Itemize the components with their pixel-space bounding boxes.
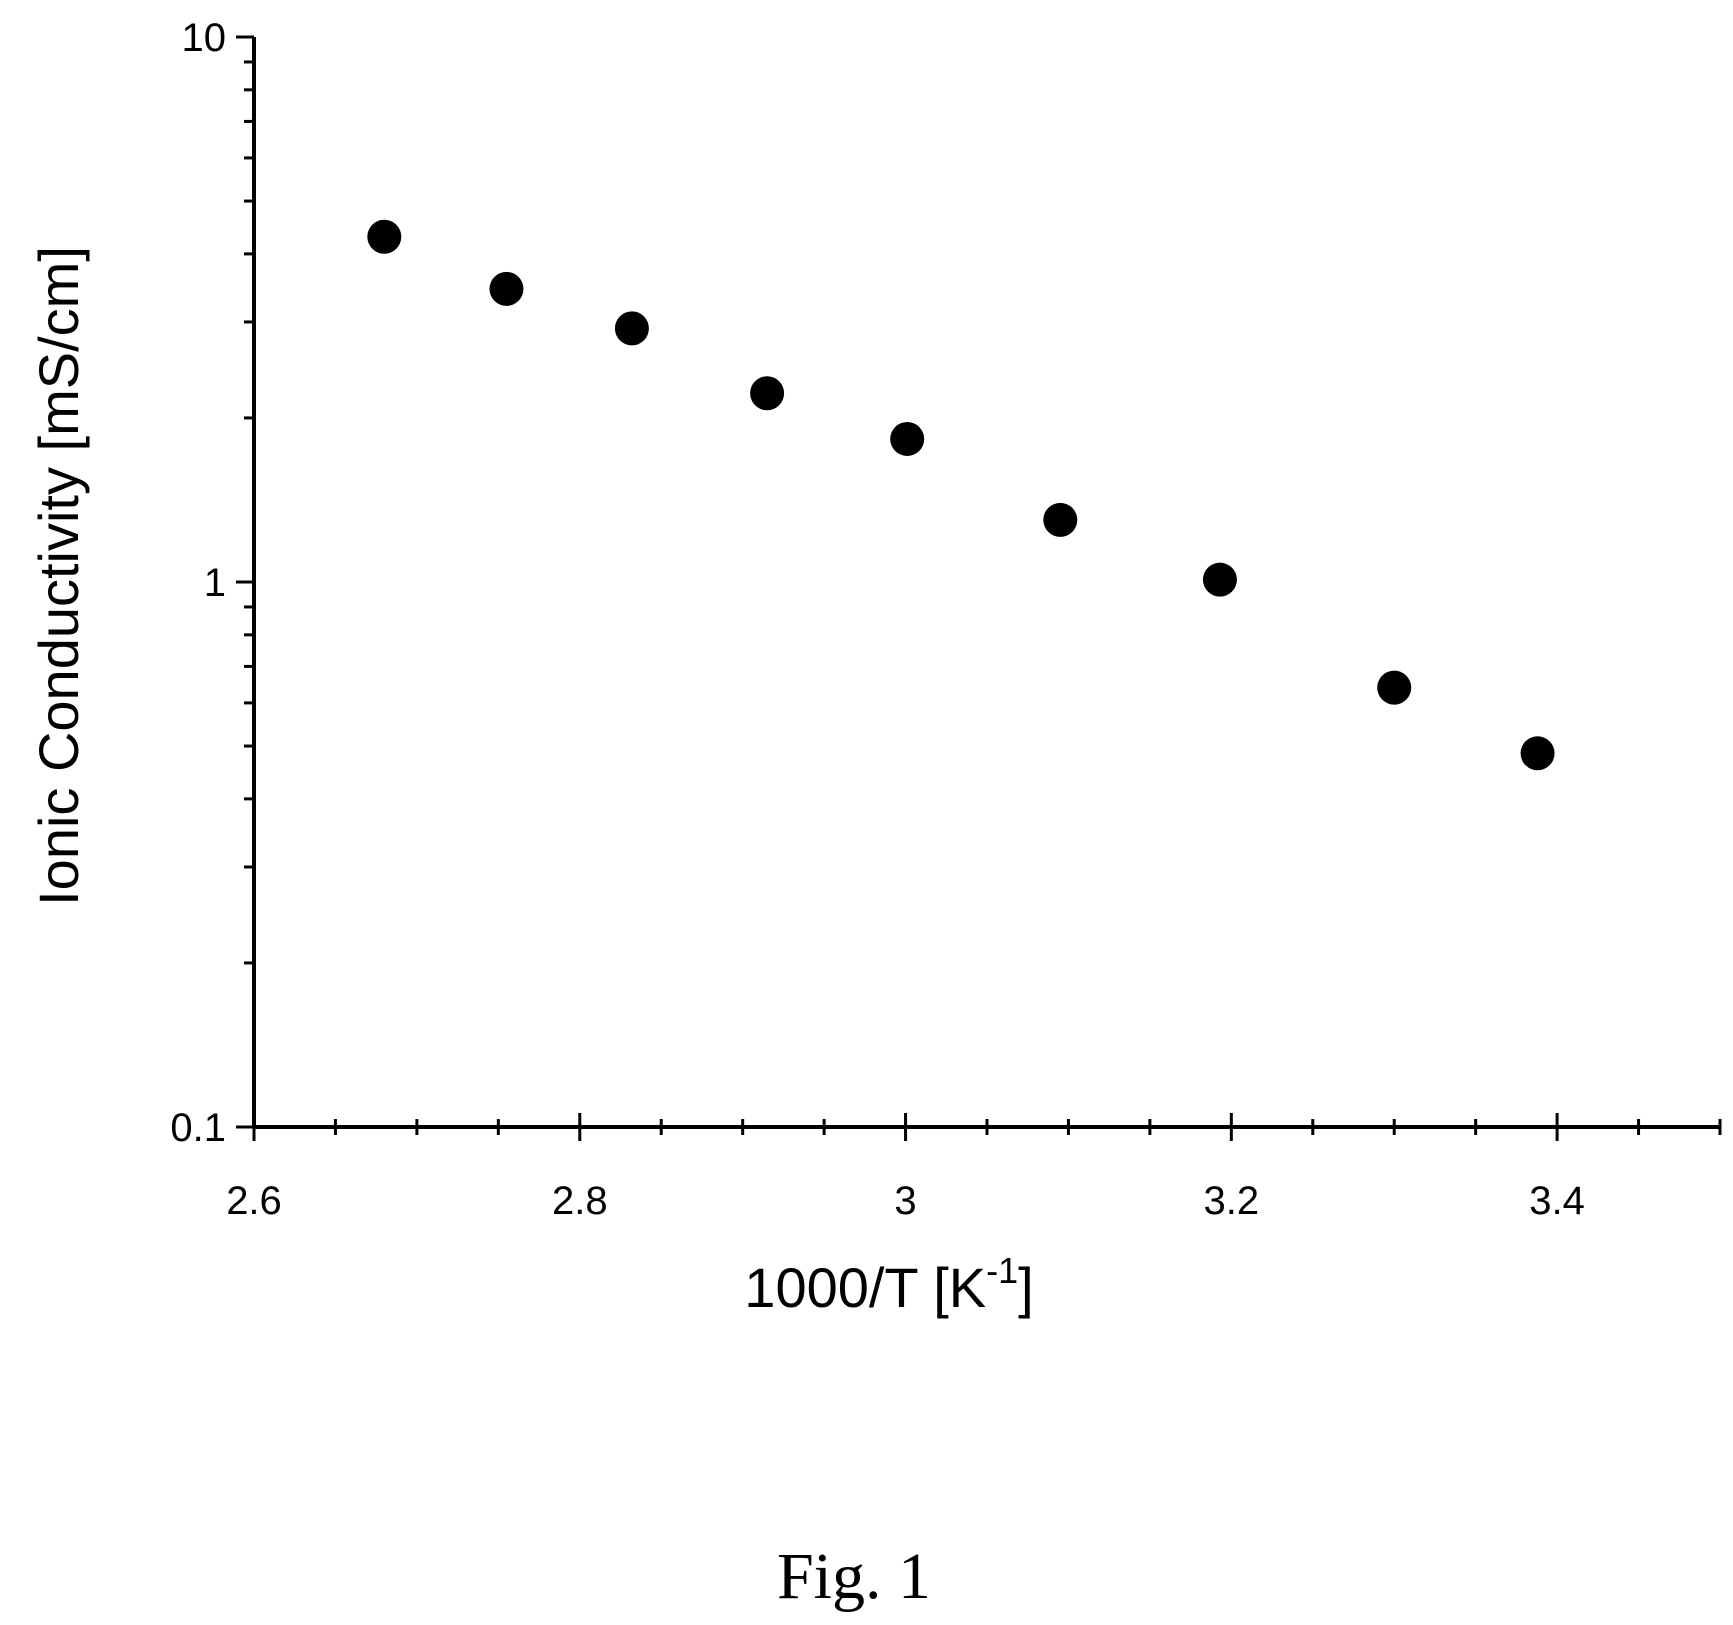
- data-point: [614, 311, 649, 346]
- x-tick-labels: 2.6 2.8 3 3.2 3.4: [226, 1179, 1585, 1223]
- data-point: [750, 376, 785, 411]
- y-axis-title: Ionic Conductivity [mS/cm]: [27, 246, 90, 906]
- data-point: [1520, 736, 1555, 771]
- axes: [236, 35, 1722, 1141]
- data-point: [890, 421, 925, 456]
- y-tick-label: 0.1: [170, 1106, 226, 1150]
- y-tick-label: 10: [182, 16, 227, 60]
- data-point: [489, 271, 524, 306]
- data-point: [367, 219, 402, 254]
- x-tick-label: 3: [894, 1179, 916, 1223]
- x-tick-label: 3.4: [1529, 1179, 1585, 1223]
- x-axis-title: 1000/T [K-1]: [744, 1250, 1033, 1319]
- figure-caption: Fig. 1: [777, 1540, 931, 1613]
- x-axis-title-superscript: -1: [986, 1250, 1018, 1291]
- data-points: [367, 219, 1555, 771]
- x-tick-label: 2.8: [552, 1179, 608, 1223]
- data-point: [1202, 562, 1237, 597]
- y-tick-label: 1: [204, 561, 226, 605]
- data-point: [1377, 670, 1412, 705]
- y-tick-labels: 0.1 1 10: [170, 16, 226, 1150]
- x-tick-label: 2.6: [226, 1179, 282, 1223]
- data-point: [1043, 502, 1078, 537]
- x-tick-label: 3.2: [1204, 1179, 1260, 1223]
